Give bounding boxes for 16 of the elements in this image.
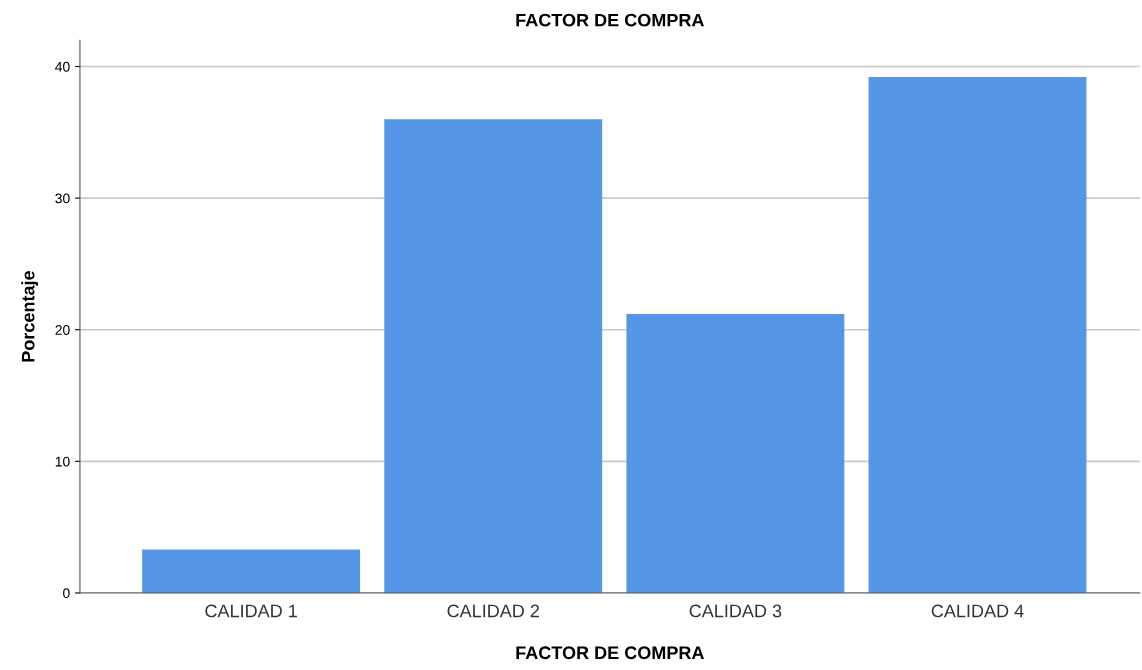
x-tick-label: CALIDAD 2	[447, 604, 539, 618]
y-tick-label: 10	[55, 456, 70, 467]
bar	[384, 119, 603, 593]
bar	[868, 77, 1087, 593]
y-axis-title: Porcentaje	[21, 271, 39, 362]
y-tick-label: 20	[55, 325, 70, 335]
y-tick-label: 0	[63, 588, 70, 599]
y-tick-label: 30	[55, 193, 70, 204]
bar	[142, 549, 361, 593]
x-tick-label: CALIDAD 4	[931, 604, 1024, 618]
chart-title: FACTOR DE COMPRA	[516, 13, 704, 27]
y-tick-label: 40	[55, 61, 70, 72]
bar	[626, 313, 845, 593]
x-axis-title: FACTOR DE COMPRA	[516, 646, 704, 660]
x-tick-label: CALIDAD 3	[689, 604, 782, 618]
x-tick-label: CALIDAD 1	[205, 604, 297, 618]
